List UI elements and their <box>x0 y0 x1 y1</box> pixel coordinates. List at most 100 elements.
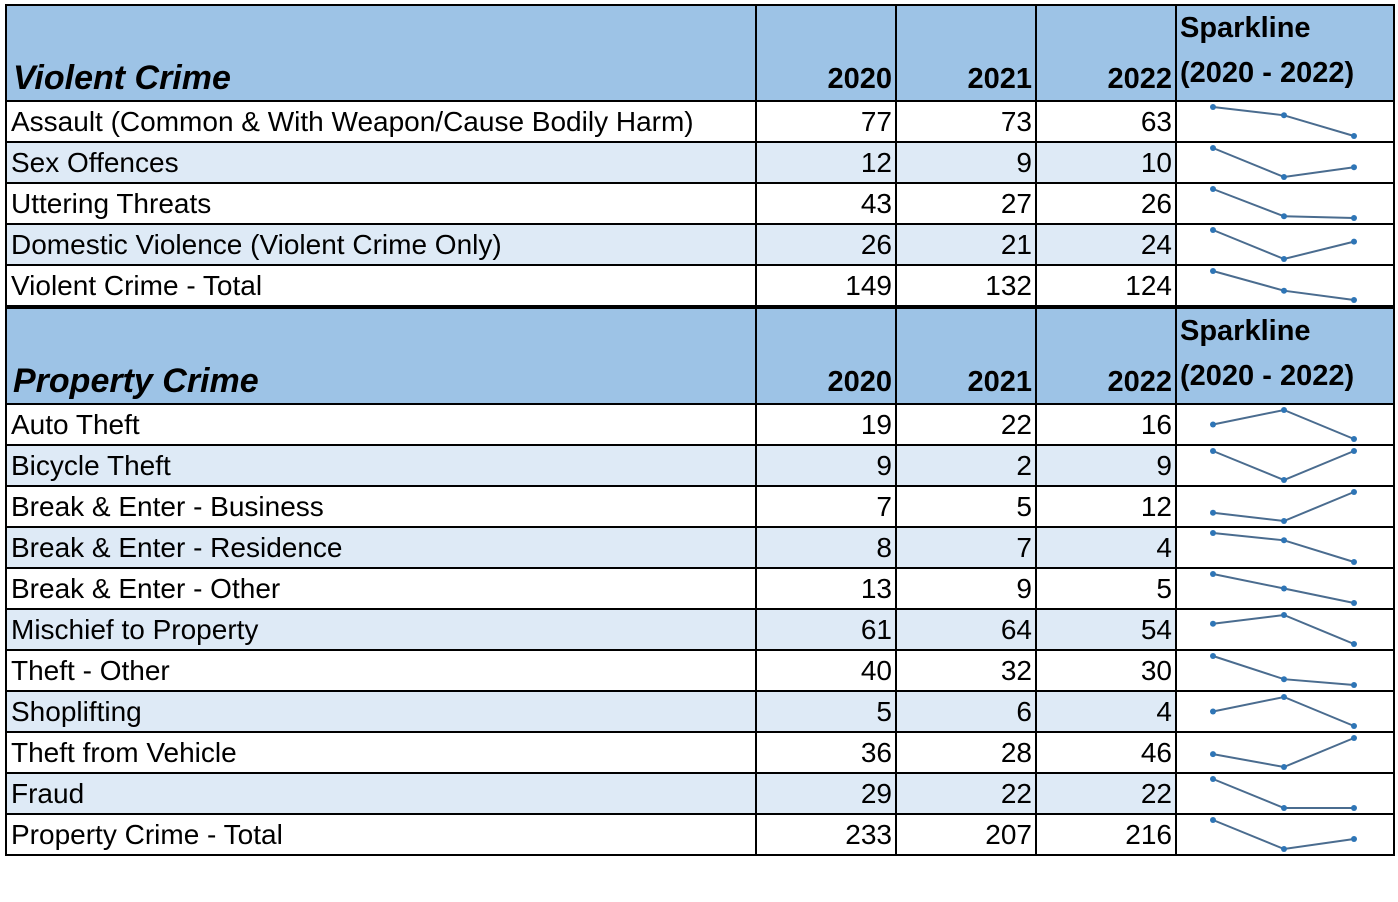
sparkline-point <box>1351 133 1357 139</box>
sparkline-chart <box>1210 735 1357 770</box>
crime-statistics: Violent Crime 2020 2021 2022 Sparkline (2020 … <box>5 4 1395 856</box>
sparkline-point <box>1210 620 1216 627</box>
value-2022: 5 <box>1035 567 1177 610</box>
value-2020: 40 <box>755 649 897 692</box>
table-row: Sex Offences 12 9 10 <box>5 141 1395 184</box>
value-2022: 124 <box>1035 264 1177 307</box>
sparkline-header-line: Sparkline <box>1180 12 1311 44</box>
sparkline-cell <box>1175 690 1395 733</box>
sparkline-chart <box>1210 145 1357 180</box>
crime-table: Violent Crime 2020 2021 2022 Sparkline (2020 … <box>5 4 1395 856</box>
sparkline-line <box>1212 106 1355 137</box>
section-divider-cell <box>6 305 1394 309</box>
sparkline-line <box>1212 408 1355 440</box>
sparkline-chart <box>1210 227 1357 262</box>
value-2022: 46 <box>1035 731 1177 774</box>
value-2021: 207 <box>895 813 1037 856</box>
row-label: Sex Offences <box>5 141 757 184</box>
sparkline-point <box>1281 477 1287 483</box>
year-header-2020: 2020 <box>755 4 897 102</box>
year-header-2021: 2021 <box>895 4 1037 102</box>
table-row: Bicycle Theft 9 2 9 <box>5 444 1395 487</box>
value-2020: 233 <box>755 813 897 856</box>
value-2021: 21 <box>895 223 1037 266</box>
row-label: Auto Theft <box>5 403 757 446</box>
sparkline-point <box>1281 213 1287 220</box>
value-2021: 7 <box>895 526 1037 569</box>
table-row: Fraud 29 22 22 <box>5 772 1395 815</box>
sparkline-chart <box>1210 817 1357 852</box>
sparkline-line <box>1212 819 1355 851</box>
value-2020: 36 <box>755 731 897 774</box>
sparkline-point <box>1351 682 1357 688</box>
value-2021: 6 <box>895 690 1037 733</box>
sparkline-chart <box>1210 694 1357 729</box>
table-row: Theft - Other 40 32 30 <box>5 649 1395 692</box>
value-2020: 77 <box>755 100 897 143</box>
sparkline-point <box>1351 836 1357 842</box>
row-label: Assault (Common & With Weapon/Cause Bodi… <box>5 100 757 143</box>
value-2021: 22 <box>895 403 1037 446</box>
value-2021: 64 <box>895 608 1037 651</box>
sparkline-point <box>1281 112 1287 119</box>
sparkline-cell <box>1175 182 1395 225</box>
sparkline-line <box>1212 270 1355 301</box>
row-label: Break & Enter - Residence <box>5 526 757 569</box>
sparkline-chart <box>1210 571 1357 606</box>
table-row: Break & Enter - Business 7 5 12 <box>5 485 1395 528</box>
sparkline-line <box>1212 491 1355 523</box>
table-row: Theft from Vehicle 36 28 46 <box>5 731 1395 774</box>
sparkline-point <box>1351 164 1357 171</box>
sparkline-header: Sparkline (2020 - 2022) <box>1175 4 1395 102</box>
sparkline-header-line: (2020 - 2022) <box>1180 57 1355 89</box>
sparkline-point <box>1281 287 1287 294</box>
sparkline-cell <box>1175 141 1395 184</box>
sparkline-point <box>1210 421 1216 428</box>
sparkline-chart <box>1210 407 1357 442</box>
sparkline-cell <box>1175 444 1395 487</box>
sparkline-point <box>1281 585 1287 592</box>
sparkline-chart <box>1210 448 1357 483</box>
value-2022: 63 <box>1035 100 1177 143</box>
sparkline-cell <box>1175 649 1395 692</box>
value-2021: 22 <box>895 772 1037 815</box>
sparkline-chart <box>1210 653 1357 688</box>
table-row: Auto Theft 19 22 16 <box>5 403 1395 446</box>
year-header-2021: 2021 <box>895 307 1037 405</box>
sparkline-chart <box>1210 530 1357 565</box>
value-2020: 29 <box>755 772 897 815</box>
sparkline-point <box>1281 846 1287 852</box>
sparkline-point <box>1210 509 1216 516</box>
sparkline-point <box>1281 518 1287 524</box>
sparkline-header-line: (2020 - 2022) <box>1180 360 1355 392</box>
value-2022: 4 <box>1035 526 1177 569</box>
sparkline-point <box>1281 764 1287 770</box>
sparkline-point <box>1210 817 1216 823</box>
sparkline-point <box>1351 723 1357 729</box>
sparkline-point <box>1210 104 1216 110</box>
sparkline-cell <box>1175 485 1395 528</box>
sparkline-point <box>1210 530 1216 536</box>
sparkline-cell <box>1175 813 1395 856</box>
sparkline-cell <box>1175 403 1395 446</box>
value-2022: 26 <box>1035 182 1177 225</box>
sparkline-cell <box>1175 223 1395 266</box>
value-2022: 24 <box>1035 223 1177 266</box>
value-2022: 16 <box>1035 403 1177 446</box>
sparkline-cell <box>1175 772 1395 815</box>
row-label: Bicycle Theft <box>5 444 757 487</box>
sparkline-point <box>1351 805 1357 811</box>
sparkline-chart <box>1210 186 1357 221</box>
sparkline-chart <box>1210 489 1357 524</box>
row-label: Mischief to Property <box>5 608 757 651</box>
value-2020: 5 <box>755 690 897 733</box>
table-row: Uttering Threats 43 27 26 <box>5 182 1395 225</box>
sparkline-point <box>1351 215 1357 221</box>
row-label: Property Crime - Total <box>5 813 757 856</box>
sparkline-line <box>1212 450 1355 482</box>
sparkline-point <box>1281 612 1287 618</box>
table-row: Mischief to Property 61 64 54 <box>5 608 1395 651</box>
sparkline-point <box>1351 600 1357 606</box>
value-2021: 132 <box>895 264 1037 307</box>
sparkline-point <box>1351 238 1357 245</box>
